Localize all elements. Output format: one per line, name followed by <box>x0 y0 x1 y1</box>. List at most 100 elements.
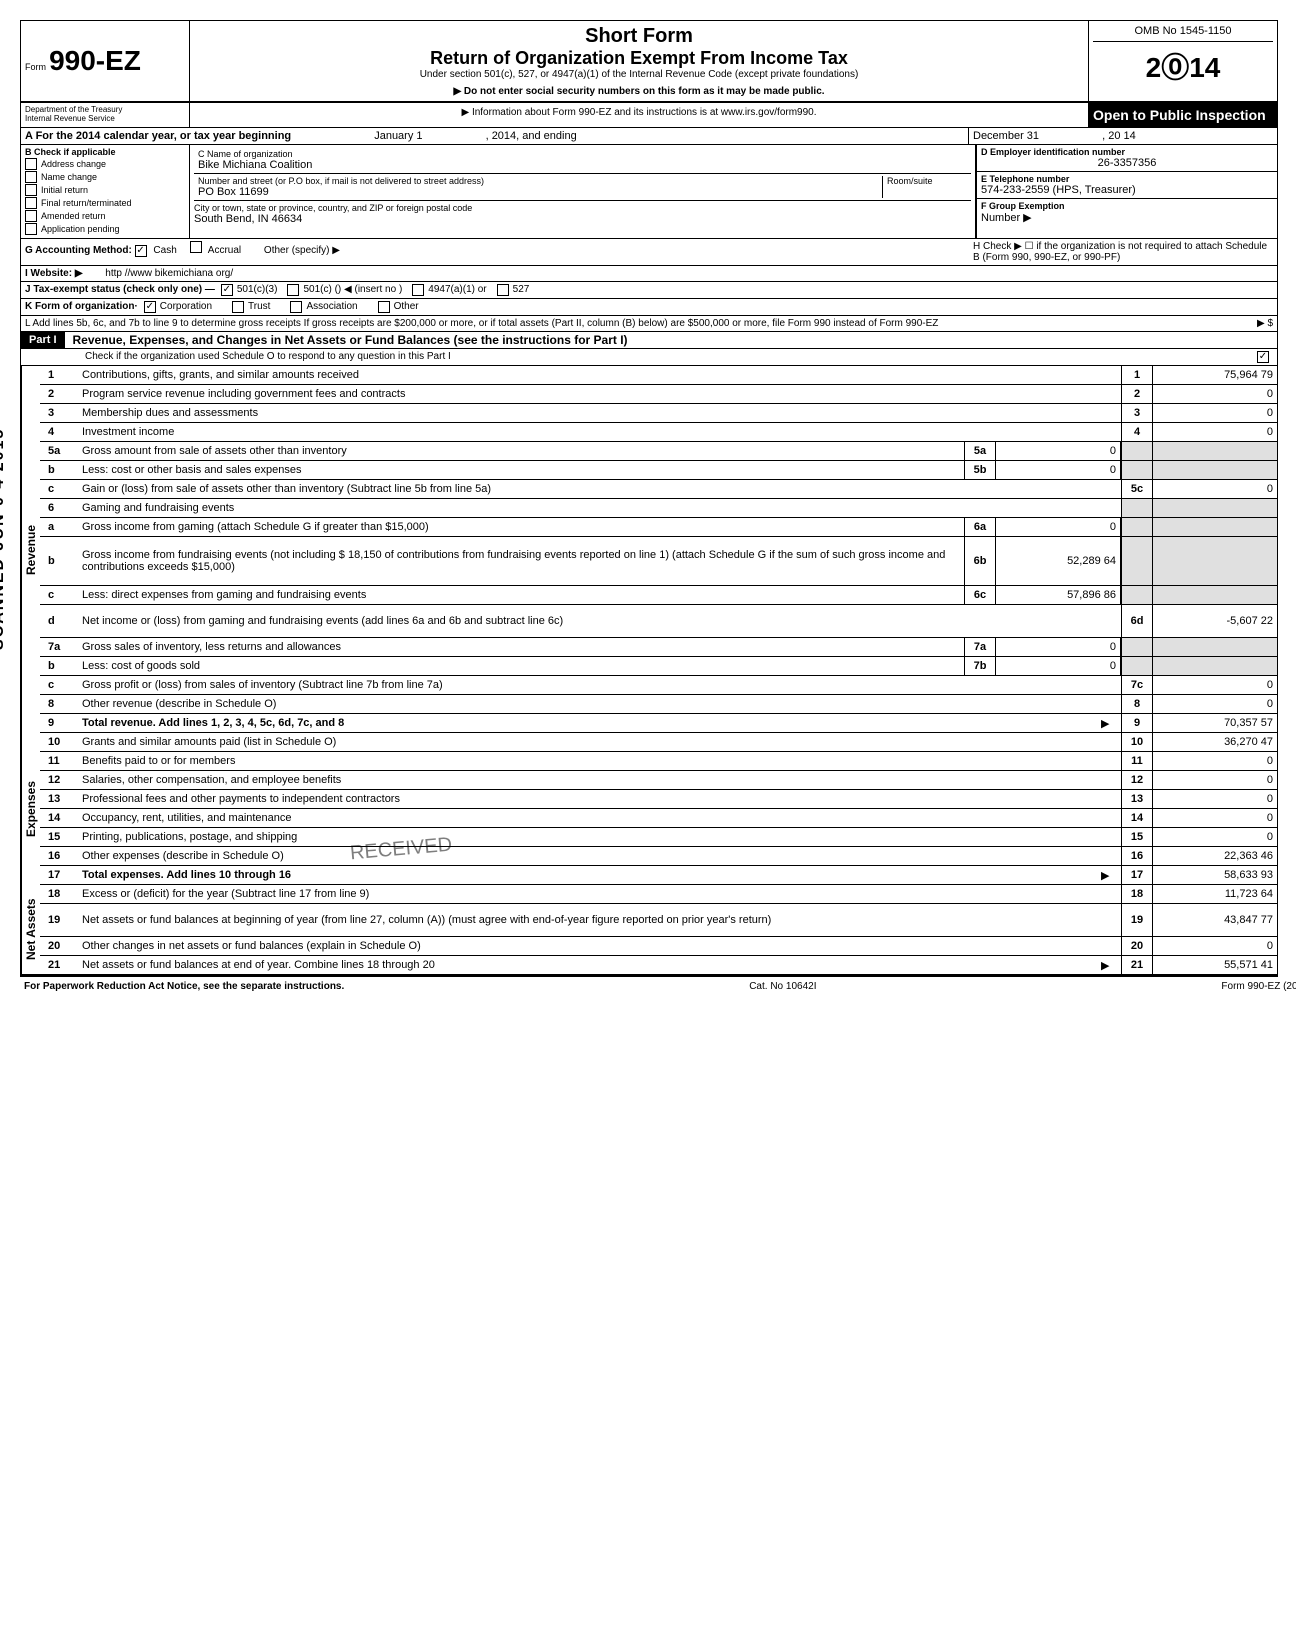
line-12-endnum: 12 <box>1121 771 1153 789</box>
section-g-h: G Accounting Method: Cash Accrual Other … <box>21 239 1277 266</box>
phone-value: 574-233-2559 (HPS, Treasurer) <box>981 184 1273 196</box>
line-6c-num: c <box>40 589 78 601</box>
line-14-num: 14 <box>40 812 78 824</box>
line-8-desc: Other revenue (describe in Schedule O) <box>78 698 1121 710</box>
checkbox-amended[interactable]: Amended return <box>25 210 185 222</box>
checkbox-schedule-o[interactable] <box>1257 351 1269 363</box>
line-7b-shade2 <box>1153 657 1277 675</box>
line-11-desc: Benefits paid to or for members <box>78 755 1121 767</box>
line-20: 20 Other changes in net assets or fund b… <box>40 937 1277 956</box>
checkbox-pending[interactable]: Application pending <box>25 223 185 235</box>
line-15-val: 0 <box>1153 828 1277 846</box>
line-5b-shade <box>1121 461 1153 479</box>
line-2-endnum: 2 <box>1121 385 1153 403</box>
checkbox-527[interactable] <box>497 284 509 296</box>
ein-label: D Employer identification number <box>981 147 1273 157</box>
line-6c-shade <box>1121 586 1153 604</box>
opt-501c3: 501(c)(3) <box>237 284 278 296</box>
checkbox-initial-return[interactable]: Initial return <box>25 184 185 196</box>
line-16-num: 16 <box>40 850 78 862</box>
checkbox-assoc[interactable] <box>290 301 302 313</box>
line-13-endnum: 13 <box>1121 790 1153 808</box>
line-11-endnum: 11 <box>1121 752 1153 770</box>
line-6a-shade <box>1121 518 1153 536</box>
name-label: C Name of organization <box>198 149 967 159</box>
form-org-label: K Form of organization· <box>25 301 138 313</box>
line-7a-midnum: 7a <box>964 638 996 656</box>
line-7a-shade2 <box>1153 638 1277 656</box>
line-6b: b Gross income from fundraising events (… <box>40 537 1277 586</box>
checkbox-501c3[interactable] <box>221 284 233 296</box>
checkbox-other-org[interactable] <box>378 301 390 313</box>
line-8-endnum: 8 <box>1121 695 1153 713</box>
line-6d-endnum: 6d <box>1121 605 1153 637</box>
line-11: 11 Benefits paid to or for members 11 0 <box>40 752 1277 771</box>
line-1-endnum: 1 <box>1121 366 1153 384</box>
line-12-desc: Salaries, other compensation, and employ… <box>78 774 1121 786</box>
checkbox-address-change[interactable]: Address change <box>25 158 185 170</box>
city-label: City or town, state or province, country… <box>194 203 971 213</box>
line-17-num: 17 <box>40 869 78 881</box>
line-6b-midval: 52,289 64 <box>996 537 1121 585</box>
ssn-warning: ▶ Do not enter social security numbers o… <box>194 86 1084 97</box>
line-5b-shade2 <box>1153 461 1277 479</box>
checkbox-name-change[interactable]: Name change <box>25 171 185 183</box>
line-7b-num: b <box>40 660 78 672</box>
line-7c-val: 0 <box>1153 676 1277 694</box>
line-6b-num: b <box>40 555 78 567</box>
instructions-box: ▶ Information about Form 990-EZ and its … <box>190 103 1089 127</box>
line-6b-desc: Gross income from fundraising events (no… <box>78 549 964 573</box>
line-10-num: 10 <box>40 736 78 748</box>
subtitle: Under section 501(c), 527, or 4947(a)(1)… <box>194 69 1084 80</box>
line-17-val: 58,633 93 <box>1153 866 1277 884</box>
line-14-val: 0 <box>1153 809 1277 827</box>
line-8-val: 0 <box>1153 695 1277 713</box>
checkbox-trust[interactable] <box>232 301 244 313</box>
checkbox-cash[interactable] <box>135 245 147 257</box>
line-14: 14 Occupancy, rent, utilities, and maint… <box>40 809 1277 828</box>
line-5b-midnum: 5b <box>964 461 996 479</box>
line-6d: d Net income or (loss) from gaming and f… <box>40 605 1277 638</box>
line-5a-midval: 0 <box>996 442 1121 460</box>
line-3-num: 3 <box>40 407 78 419</box>
ein-value: 26-3357356 <box>981 157 1273 169</box>
line-10-desc: Grants and similar amounts paid (list in… <box>78 736 1121 748</box>
group-exemption-label: F Group Exemption <box>981 201 1273 211</box>
line-6a-midnum: 6a <box>964 518 996 536</box>
checkbox-accrual[interactable] <box>190 241 202 253</box>
line-13: 13 Professional fees and other payments … <box>40 790 1277 809</box>
line-9: 9 Total revenue. Add lines 1, 2, 3, 4, 5… <box>40 714 1277 733</box>
line-4-val: 0 <box>1153 423 1277 441</box>
line-6-shade <box>1121 499 1153 517</box>
end-year: , 20 14 <box>1102 130 1136 142</box>
line-5a: 5a Gross amount from sale of assets othe… <box>40 442 1277 461</box>
line-7b-midval: 0 <box>996 657 1121 675</box>
opt-501c-insert: ) ◀ (insert no ) <box>338 284 402 296</box>
part1-header: Part I Revenue, Expenses, and Changes in… <box>21 332 1277 349</box>
line-7b-shade <box>1121 657 1153 675</box>
line-9-desc: Total revenue. Add lines 1, 2, 3, 4, 5c,… <box>78 717 1101 729</box>
line-1-desc: Contributions, gifts, grants, and simila… <box>78 369 1121 381</box>
line-6c-midval: 57,896 86 <box>996 586 1121 604</box>
title-box: Short Form Return of Organization Exempt… <box>190 21 1089 101</box>
year-mid: , 2014, and ending <box>486 130 577 142</box>
expenses-label: Expenses <box>21 733 40 885</box>
line-12: 12 Salaries, other compensation, and emp… <box>40 771 1277 790</box>
checkbox-corp[interactable] <box>144 301 156 313</box>
line-16-desc: Other expenses (describe in Schedule O) <box>78 850 1121 862</box>
street-value: PO Box 11699 <box>198 186 882 198</box>
line-21: 21 Net assets or fund balances at end of… <box>40 956 1277 974</box>
street-label: Number and street (or P.O box, if mail i… <box>198 176 882 186</box>
checkbox-501c[interactable] <box>287 284 299 296</box>
corp-label: Corporation <box>160 301 212 313</box>
line-17-endnum: 17 <box>1121 866 1153 884</box>
line-6c-desc: Less: direct expenses from gaming and fu… <box>78 589 964 601</box>
checkbox-4947[interactable] <box>412 284 424 296</box>
line-6b-shade <box>1121 537 1153 585</box>
open-to-public: Open to Public Inspection <box>1089 103 1277 127</box>
line-2-num: 2 <box>40 388 78 400</box>
line-11-val: 0 <box>1153 752 1277 770</box>
line-6c: c Less: direct expenses from gaming and … <box>40 586 1277 605</box>
checkbox-final-return[interactable]: Final return/terminated <box>25 197 185 209</box>
accounting-label: G Accounting Method: <box>25 245 132 256</box>
